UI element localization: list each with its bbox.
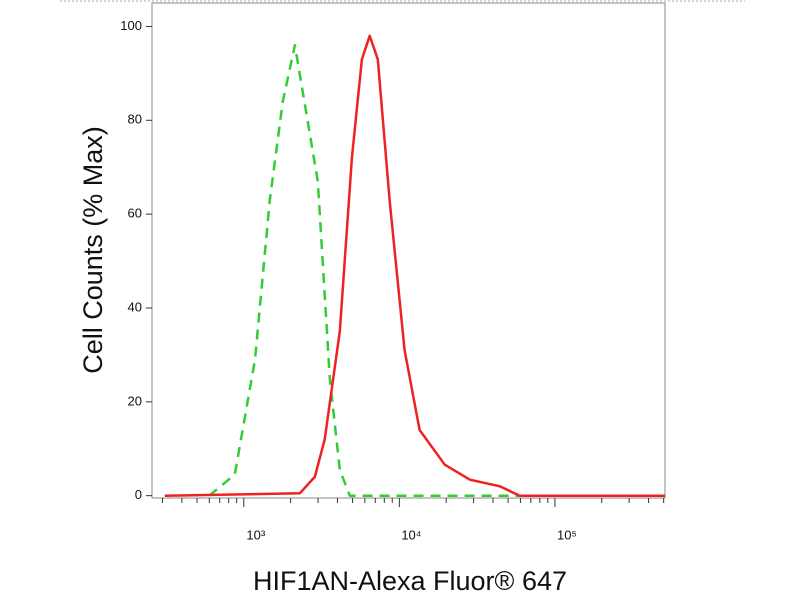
x-axis-label: HIF1AN-Alexa Fluor® 647	[253, 566, 567, 596]
y-tick-label: 80	[128, 112, 142, 127]
y-tick-label: 40	[128, 299, 142, 314]
y-tick-label: 20	[128, 393, 142, 408]
series-line	[208, 43, 560, 497]
y-axis-label: Cell Counts (% Max)	[78, 126, 108, 374]
x-tick-label: 10³	[246, 527, 265, 542]
y-tick-label: 100	[120, 18, 142, 33]
x-tick-label: 10⁵	[557, 527, 577, 542]
plot-frame	[151, 2, 666, 499]
y-tick-label: 60	[128, 206, 142, 221]
y-tick-label: 0	[135, 487, 142, 502]
series-line	[164, 34, 665, 497]
x-tick-label: 10⁴	[401, 527, 421, 542]
